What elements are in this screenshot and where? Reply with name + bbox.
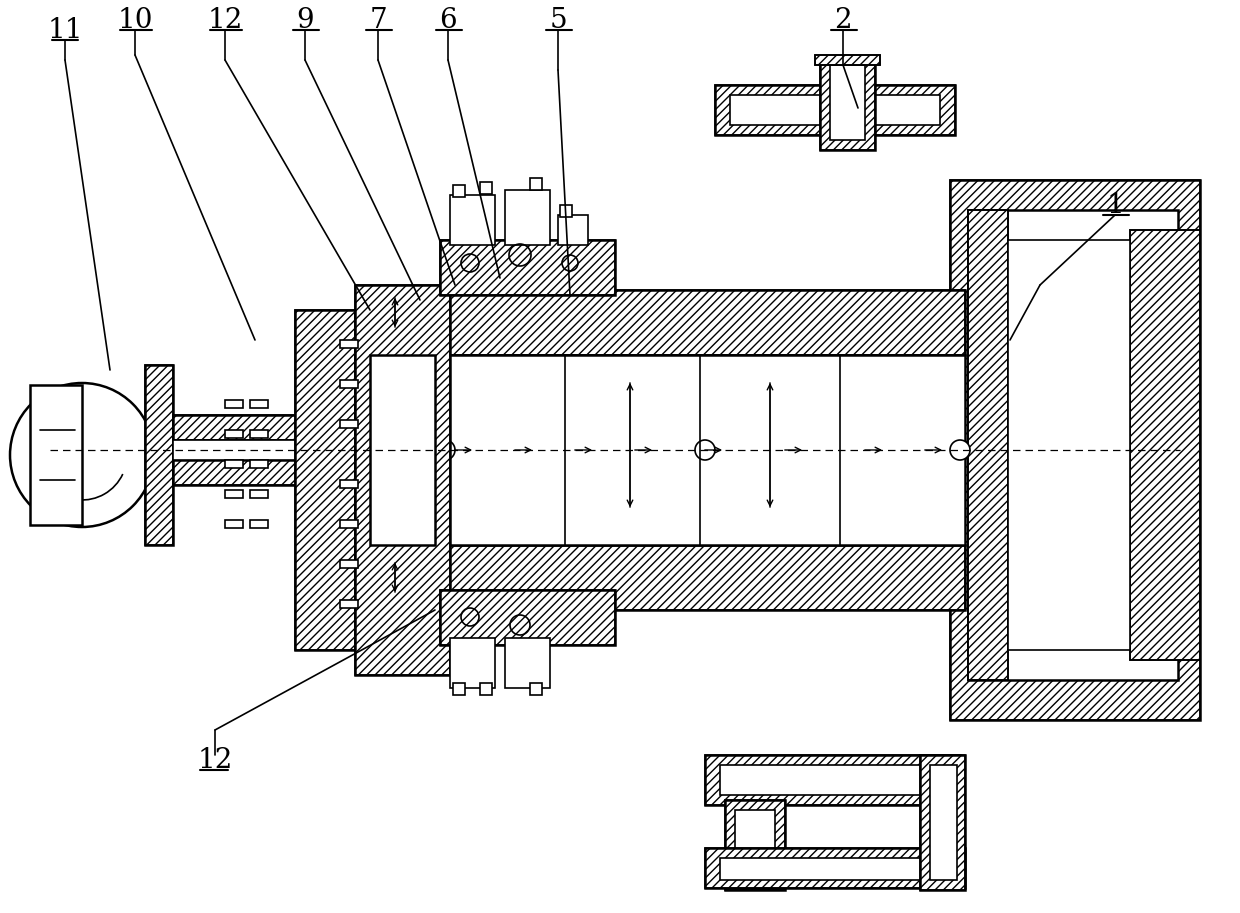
Bar	[706, 848, 965, 888]
Text: 11: 11	[47, 16, 83, 44]
Bar	[968, 210, 1008, 680]
Bar	[450, 195, 495, 245]
Bar	[295, 310, 355, 650]
Bar	[920, 755, 965, 890]
Circle shape	[694, 440, 715, 460]
Bar	[250, 430, 268, 438]
Circle shape	[435, 440, 455, 460]
Bar	[706, 755, 960, 805]
Bar	[420, 545, 965, 610]
Bar	[174, 415, 388, 440]
Bar	[815, 55, 880, 65]
Text: 10: 10	[118, 6, 153, 34]
Bar	[145, 365, 174, 545]
Bar	[370, 355, 435, 545]
Bar	[725, 800, 785, 890]
Bar	[529, 683, 542, 695]
Bar	[340, 340, 358, 348]
Bar	[453, 683, 465, 695]
Bar	[420, 545, 965, 610]
Bar	[440, 240, 615, 295]
Bar	[735, 810, 775, 885]
Bar	[295, 310, 355, 650]
Text: 12: 12	[207, 6, 243, 34]
Bar	[355, 285, 450, 675]
Text: 12: 12	[197, 747, 233, 773]
Bar	[920, 755, 965, 890]
Bar	[440, 590, 615, 645]
Bar	[815, 55, 880, 65]
Bar	[730, 95, 940, 125]
Bar	[1130, 230, 1200, 660]
Bar	[480, 683, 492, 695]
Text: 2: 2	[835, 6, 852, 34]
Bar	[224, 430, 243, 438]
Bar	[420, 290, 965, 355]
Text: 9: 9	[296, 6, 314, 34]
Bar	[224, 490, 243, 498]
Bar	[480, 182, 492, 194]
Bar	[174, 440, 388, 460]
Bar	[529, 178, 542, 190]
Bar	[453, 185, 465, 197]
Bar	[950, 180, 1200, 720]
Bar	[250, 460, 268, 468]
Bar	[720, 858, 950, 880]
Bar	[715, 85, 955, 135]
Bar	[250, 400, 268, 408]
Bar	[145, 365, 174, 545]
Bar	[224, 400, 243, 408]
Bar	[725, 800, 785, 890]
Text: 1: 1	[1106, 192, 1123, 218]
Bar	[715, 85, 955, 135]
Bar	[174, 460, 388, 485]
Text: 7: 7	[370, 6, 387, 34]
Bar	[1008, 240, 1130, 650]
Bar	[930, 765, 957, 880]
Bar	[30, 385, 82, 525]
Text: 5: 5	[549, 6, 567, 34]
Bar	[340, 520, 358, 528]
Bar	[720, 765, 945, 795]
Bar	[950, 180, 1200, 720]
Bar	[968, 210, 1008, 680]
Bar	[440, 240, 615, 295]
Bar	[440, 590, 615, 645]
Bar	[340, 420, 358, 428]
Bar	[450, 638, 495, 688]
Text: 6: 6	[439, 6, 456, 34]
Bar	[340, 600, 358, 608]
Bar	[224, 520, 243, 528]
Bar	[706, 755, 960, 805]
Bar	[340, 560, 358, 568]
Circle shape	[10, 383, 154, 527]
Circle shape	[950, 440, 970, 460]
Bar	[505, 190, 551, 245]
Bar	[355, 285, 450, 675]
Bar	[174, 415, 388, 440]
Bar	[224, 460, 243, 468]
Bar	[505, 638, 551, 688]
Bar	[340, 480, 358, 488]
Bar	[420, 290, 965, 355]
Bar	[820, 60, 875, 150]
Bar	[706, 848, 965, 888]
Bar	[830, 65, 866, 140]
Bar	[1130, 230, 1200, 660]
Bar	[340, 380, 358, 388]
Bar	[968, 210, 1178, 680]
Bar	[820, 60, 875, 150]
Bar	[420, 355, 965, 545]
Bar	[250, 520, 268, 528]
Bar	[560, 205, 572, 217]
Bar	[558, 215, 588, 245]
Bar	[174, 460, 388, 485]
Bar	[250, 490, 268, 498]
